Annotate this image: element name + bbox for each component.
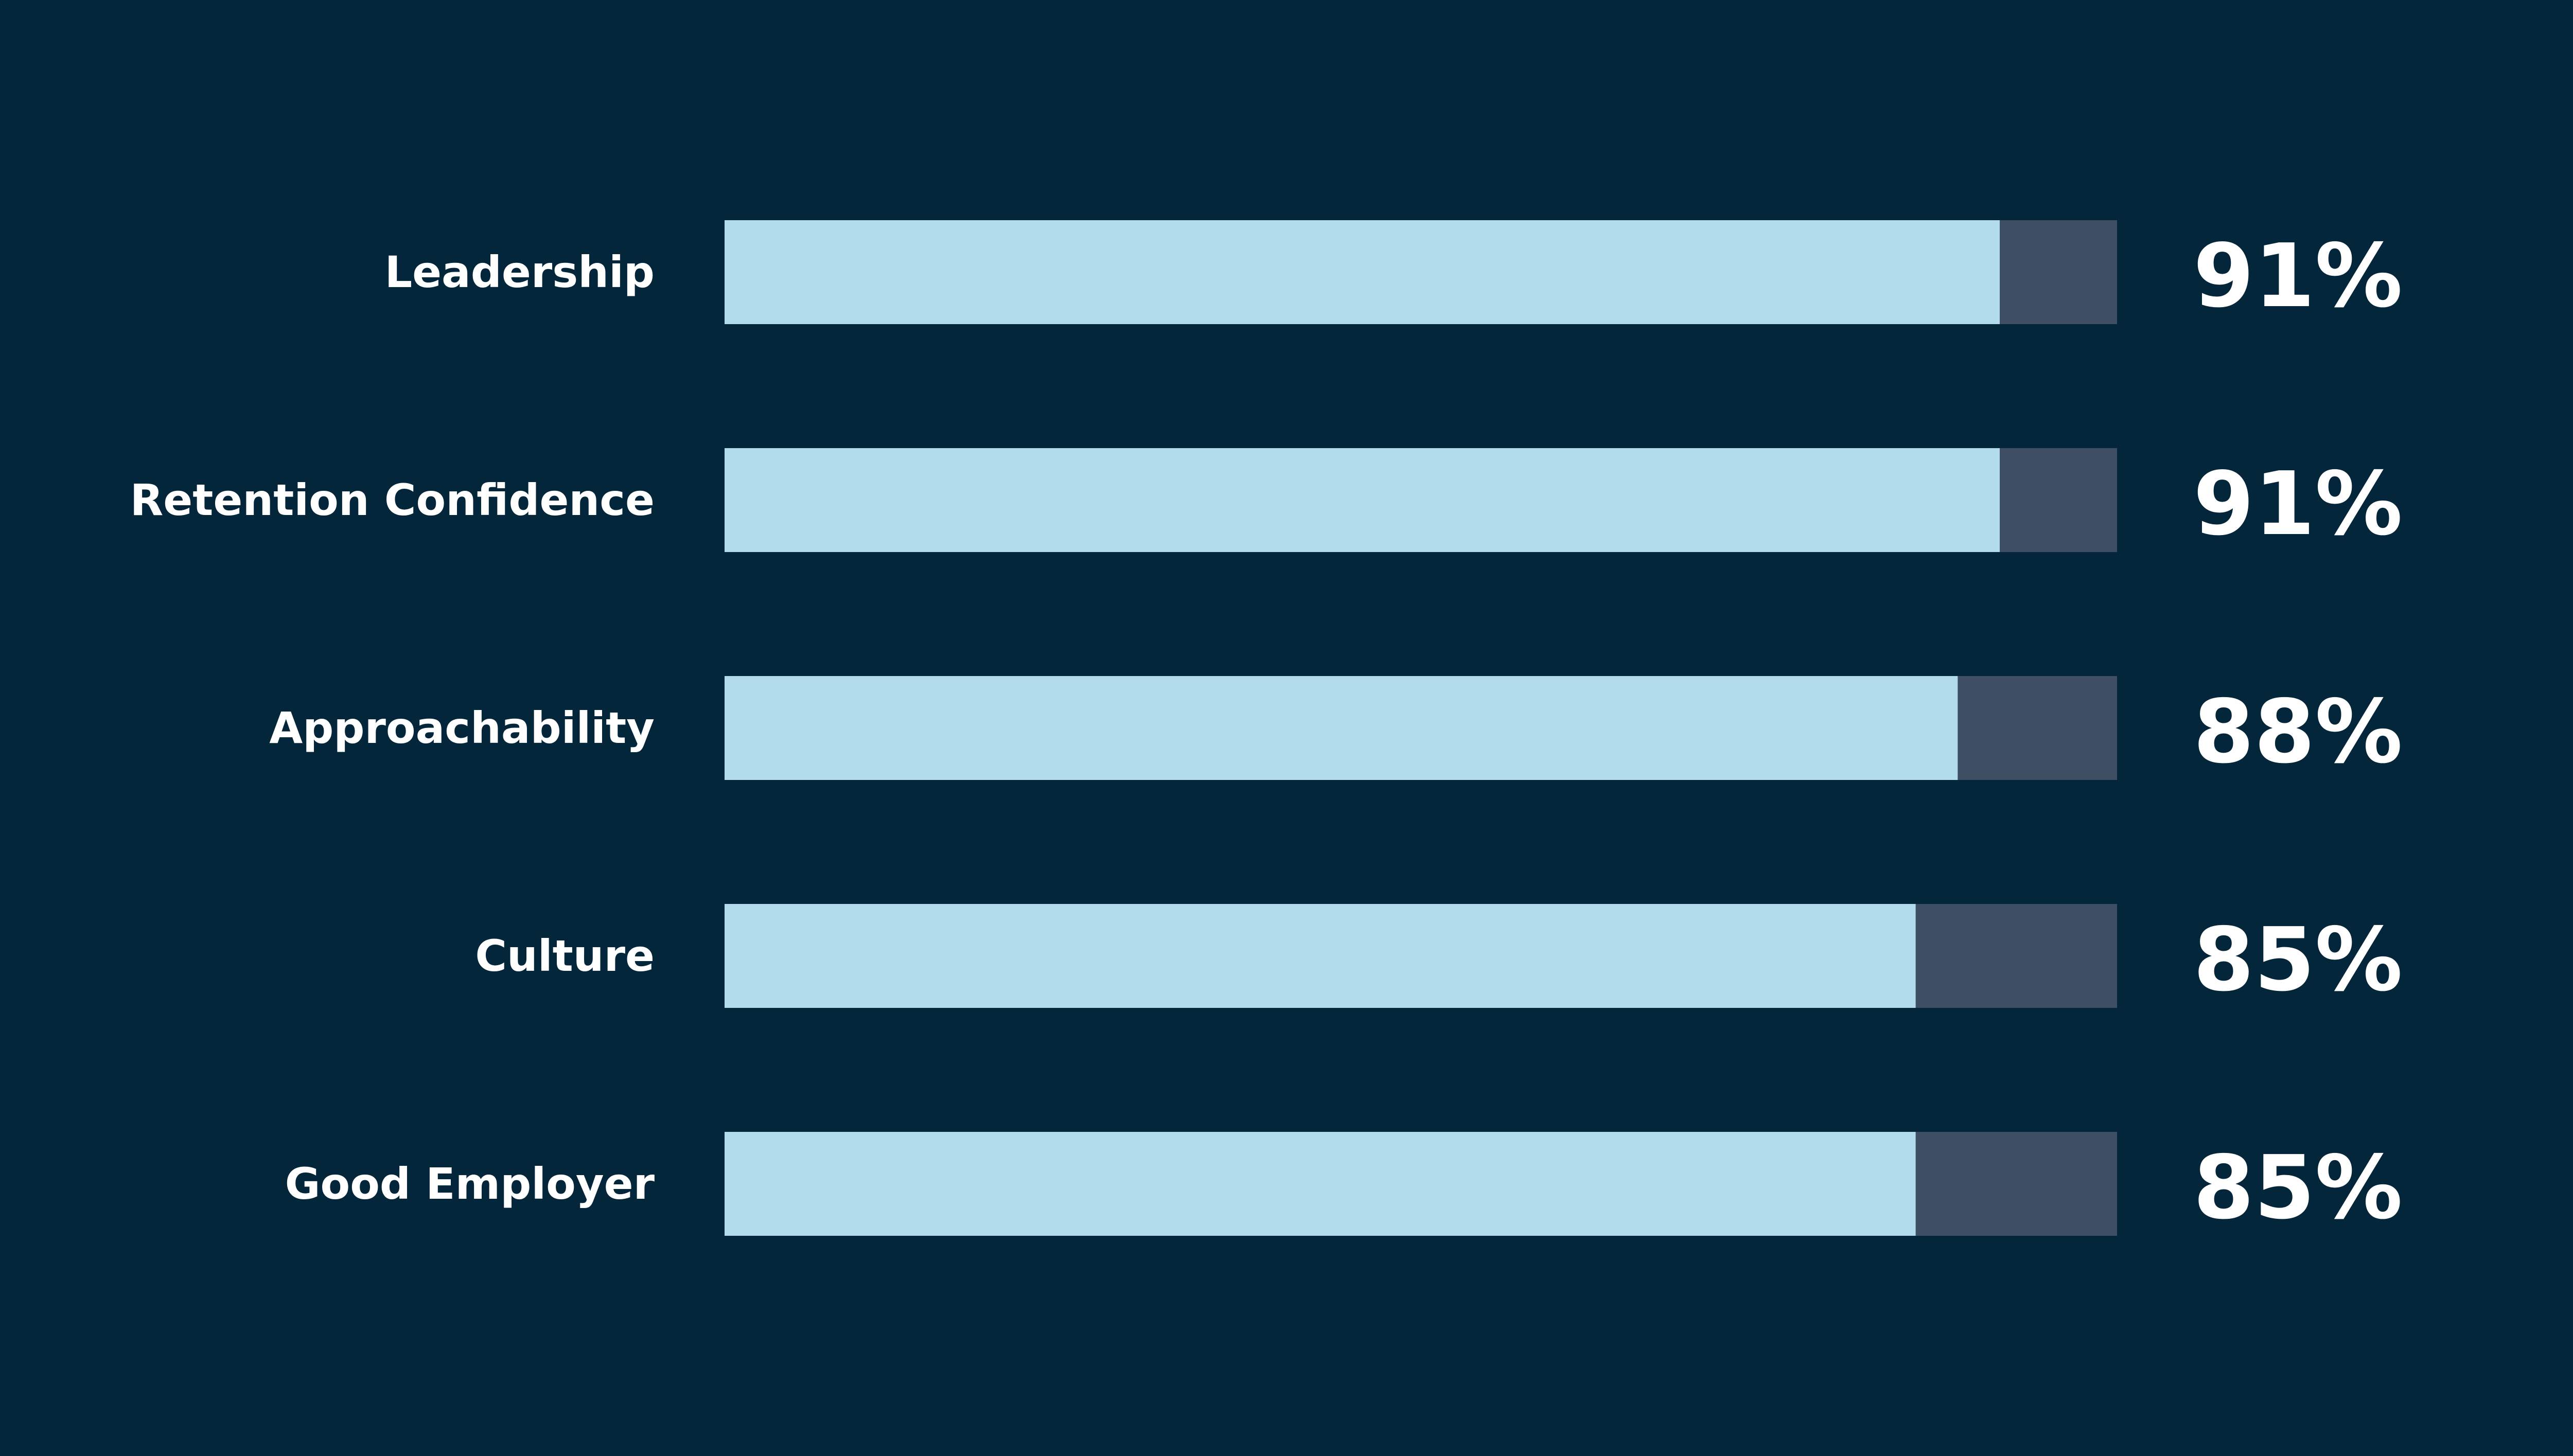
value-label: 91% bbox=[2193, 225, 2403, 327]
category-label: Approachability bbox=[269, 703, 655, 753]
bar bbox=[725, 1132, 1916, 1236]
bars-layer: Leadership 91% Retention Confidence 91% Appr… bbox=[130, 220, 2403, 1239]
bar bbox=[725, 904, 1916, 1008]
bar bbox=[725, 448, 2000, 552]
value-label: 88% bbox=[2193, 681, 2403, 783]
bar bbox=[725, 676, 1958, 780]
bar-row: Leadership 91% bbox=[385, 220, 2403, 327]
bar bbox=[725, 220, 2000, 324]
bar-row: Culture 85% bbox=[475, 904, 2403, 1011]
category-label: Retention Confidence bbox=[130, 475, 655, 525]
category-label: Leadership bbox=[385, 247, 655, 297]
category-label: Good Employer bbox=[285, 1159, 655, 1209]
bar-row: Approachability 88% bbox=[269, 676, 2403, 783]
bar-row: Retention Confidence 91% bbox=[130, 448, 2403, 555]
category-label: Culture bbox=[475, 931, 655, 981]
bar-row: Good Employer 85% bbox=[285, 1132, 2403, 1239]
value-label: 85% bbox=[2193, 909, 2403, 1011]
value-label: 85% bbox=[2193, 1137, 2403, 1239]
value-label: 91% bbox=[2193, 453, 2403, 555]
